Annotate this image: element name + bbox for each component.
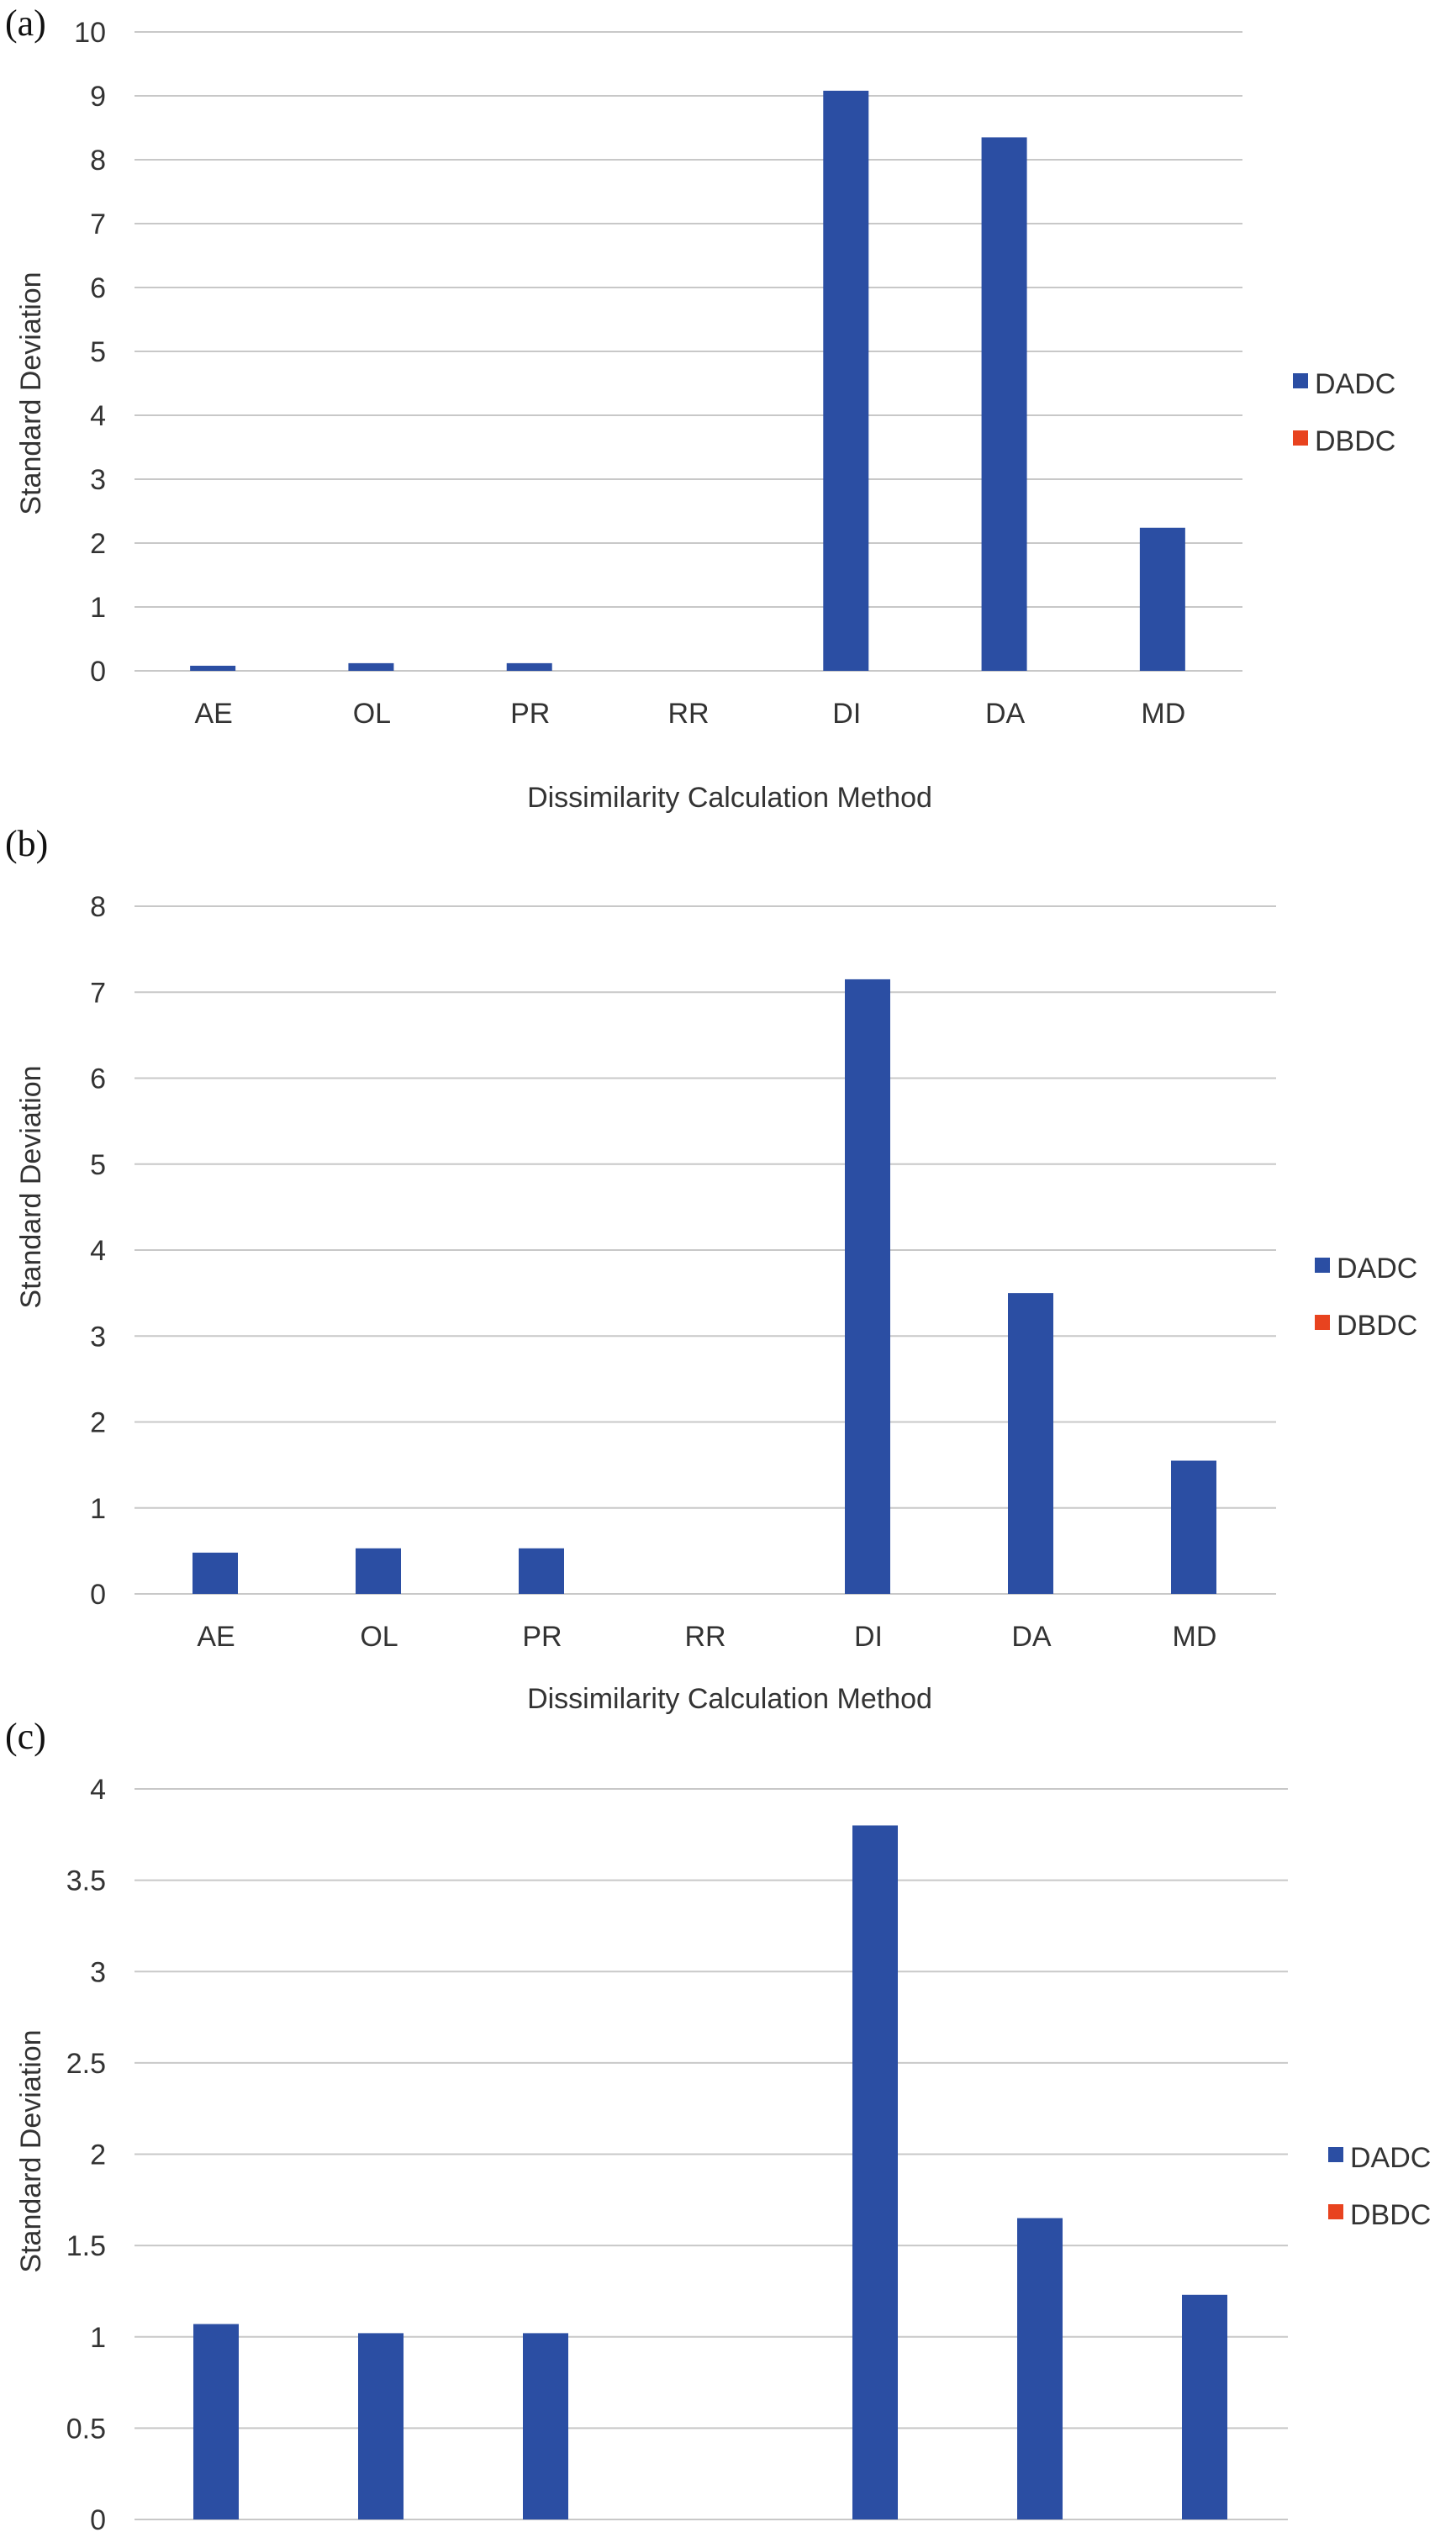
panel-c: (c) Standard Deviation 0 0.5 1 1.5 2 2.5 3 3.5 4…	[5, 1716, 1431, 2536]
legend-swatch-dbdc	[1293, 430, 1308, 446]
legend: DADC DBDC	[1293, 368, 1395, 457]
x-tick-labels: AE OL PR RR DI DA MD	[194, 698, 1185, 730]
legend-label-dbdc: DBDC	[1350, 2199, 1431, 2231]
panel-label: (b)	[5, 823, 48, 864]
y-tick-label: 1.5	[66, 2230, 106, 2262]
y-tick-label: 5	[90, 1149, 106, 1181]
x-tick-label: PR	[510, 698, 550, 730]
bar-dadc-da	[981, 137, 1027, 671]
y-tick-label: 0	[90, 656, 106, 688]
bar-dadc-ol	[348, 662, 394, 671]
x-tick-label: RR	[667, 698, 709, 730]
x-tick-labels: AE OL PR RR DI DA MD	[197, 1621, 1216, 1653]
bar-dadc-pr	[523, 2333, 568, 2519]
y-axis-title: Standard Deviation	[15, 2029, 47, 2272]
bar-dadc-da	[1017, 2218, 1063, 2519]
panel-label: (c)	[5, 1716, 46, 1757]
bar-dadc-di	[823, 90, 869, 672]
bar-dadc-pr	[519, 1548, 564, 1594]
y-axis-title: Standard Deviation	[15, 1065, 47, 1308]
panel-a: (a) Standard Deviation Dissimilarity Cal…	[5, 3, 1395, 814]
x-tick-label: DI	[832, 698, 861, 730]
x-tick-label: AE	[194, 698, 232, 730]
legend-swatch-dadc	[1328, 2147, 1343, 2162]
legend-label-dadc: DADC	[1350, 2142, 1431, 2174]
x-tick-label: DA	[985, 698, 1026, 730]
y-tick-label: 9	[90, 81, 106, 113]
x-axis-title: Dissimilarity Calculation Method	[527, 1683, 932, 1715]
y-tick-label: 8	[90, 145, 106, 177]
x-tick-label: AE	[197, 1621, 235, 1653]
y-tick-label: 1	[90, 2322, 106, 2354]
x-tick-label: DI	[854, 1621, 883, 1653]
y-tick-label: 4	[90, 1774, 106, 1806]
y-tick-label: 3	[90, 464, 106, 496]
y-tick-labels: 0 1 2 3 4 5 6 7 8 9 10	[74, 17, 106, 688]
panel-b: (b) Standard Deviation Dissimilarity Cal…	[5, 823, 1417, 1715]
y-tick-label: 7	[90, 977, 106, 1009]
bar-dadc-md	[1182, 2294, 1227, 2519]
bar-dadc-md	[1171, 1460, 1216, 1594]
y-tick-label: 10	[74, 17, 106, 49]
y-tick-label: 3.5	[66, 1865, 106, 1897]
bar-dadc-da	[1008, 1293, 1053, 1594]
x-tick-label: DA	[1011, 1621, 1052, 1653]
bar-dadc-ae	[190, 665, 236, 671]
legend-swatch-dbdc	[1315, 1315, 1330, 1330]
legend-swatch-dadc	[1293, 373, 1308, 388]
legend-swatch-dbdc	[1328, 2204, 1343, 2219]
bar-dadc-di	[845, 979, 890, 1594]
bar-dadc-di	[852, 1825, 898, 2519]
y-tick-label: 1	[90, 1493, 106, 1525]
y-tick-label: 4	[90, 1235, 106, 1267]
y-tick-label: 3	[90, 1956, 106, 1988]
bars	[193, 1825, 1227, 2519]
y-tick-label: 4	[90, 400, 106, 432]
y-tick-label: 2	[90, 2139, 106, 2171]
gridlines	[135, 905, 1276, 1595]
bar-dadc-pr	[506, 662, 552, 671]
y-tick-label: 0	[90, 1579, 106, 1611]
x-tick-label: PR	[522, 1621, 562, 1653]
x-tick-label: MD	[1141, 698, 1185, 730]
bar-dadc-ae	[193, 1552, 238, 1594]
y-tick-label: 8	[90, 891, 106, 923]
y-tick-label: 2.5	[66, 2048, 106, 2080]
legend-label-dadc: DADC	[1337, 1253, 1417, 1285]
x-tick-label: OL	[353, 698, 391, 730]
bar-dadc-ol	[358, 2333, 404, 2519]
legend-label-dbdc: DBDC	[1315, 425, 1395, 457]
y-tick-label: 5	[90, 336, 106, 368]
legend-swatch-dadc	[1315, 1258, 1330, 1273]
y-tick-labels: 0 0.5 1 1.5 2 2.5 3 3.5 4	[66, 1774, 106, 2536]
panel-label: (a)	[5, 3, 46, 44]
y-tick-label: 0	[90, 2504, 106, 2536]
legend: DADC DBDC	[1328, 2142, 1431, 2231]
y-tick-label: 6	[90, 272, 106, 304]
gridlines	[135, 1788, 1288, 2520]
y-tick-label: 1	[90, 592, 106, 624]
bar-dadc-md	[1139, 527, 1185, 671]
bar-dadc-ol	[356, 1548, 401, 1594]
x-axis-title: Dissimilarity Calculation Method	[527, 782, 932, 814]
legend-label-dbdc: DBDC	[1337, 1310, 1417, 1342]
legend-label-dadc: DADC	[1315, 368, 1395, 400]
x-tick-label: RR	[684, 1621, 725, 1653]
bar-dadc-ae	[193, 2324, 239, 2519]
y-axis-title: Standard Deviation	[15, 272, 47, 514]
legend: DADC DBDC	[1315, 1253, 1417, 1342]
y-tick-labels: 0 1 2 3 4 5 6 7 8	[90, 891, 106, 1611]
y-tick-label: 7	[90, 208, 106, 240]
y-tick-label: 2	[90, 1407, 106, 1439]
y-tick-label: 0.5	[66, 2413, 106, 2445]
x-tick-label: OL	[360, 1621, 398, 1653]
bars	[190, 90, 1185, 672]
x-tick-label: MD	[1173, 1621, 1217, 1653]
y-tick-label: 6	[90, 1063, 106, 1095]
bars	[193, 979, 1216, 1594]
gridlines	[135, 31, 1242, 672]
y-tick-label: 3	[90, 1321, 106, 1353]
y-tick-label: 2	[90, 528, 106, 560]
